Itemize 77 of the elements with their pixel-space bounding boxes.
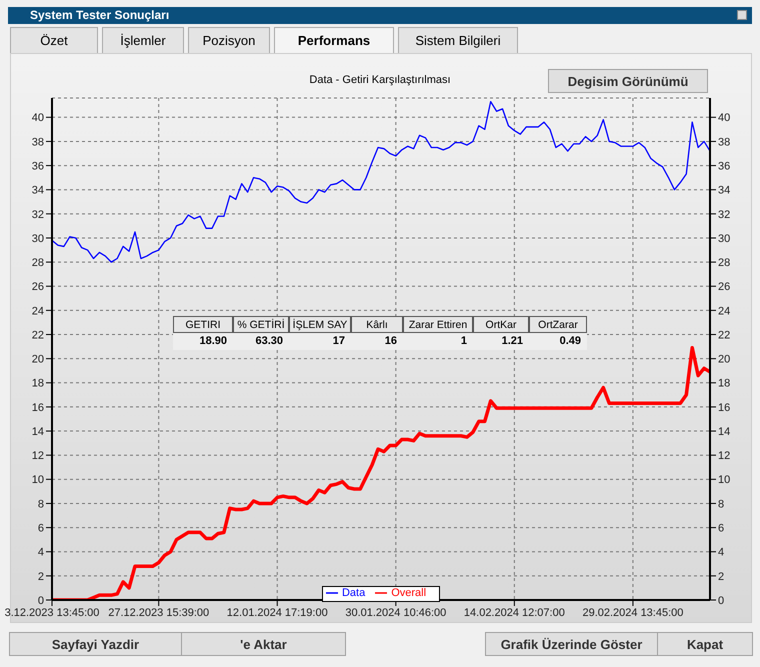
y-tick-label: 14 bbox=[32, 426, 44, 438]
y2-tick-label: 20 bbox=[718, 354, 730, 366]
annotation: 0.49 bbox=[558, 334, 582, 349]
y2-tick-label: 26 bbox=[718, 281, 730, 294]
text: Sistem Bilgileri bbox=[398, 27, 518, 53]
y-tick-label: 8 bbox=[38, 498, 44, 510]
annotation: OrtZarar bbox=[529, 316, 587, 333]
y-tick-label: 10 bbox=[32, 474, 44, 486]
x-tick-label: 14.02.2024 12:07:00 bbox=[464, 606, 565, 619]
y-tick-label: 6 bbox=[38, 522, 44, 534]
annotation: Zarar Ettiren bbox=[403, 316, 473, 333]
y2-tick-label: 4 bbox=[718, 546, 724, 559]
text: 'e Aktar bbox=[181, 632, 346, 656]
y2-tick-label: 16 bbox=[718, 402, 730, 414]
y-tick-label: 12 bbox=[32, 450, 44, 462]
y2-tick-label: 14 bbox=[718, 426, 730, 438]
annotation: GETIRI bbox=[173, 316, 233, 333]
annotation: % GETİRİ bbox=[233, 316, 289, 333]
text: Kapat bbox=[657, 632, 753, 656]
y-tick-label: 16 bbox=[32, 402, 44, 414]
y2-tick-label: 10 bbox=[718, 474, 730, 486]
text: İşlemler bbox=[102, 27, 184, 53]
y-tick-label: 0 bbox=[38, 594, 44, 607]
x-tick-label: 29.02.2024 13:45:00 bbox=[582, 606, 684, 619]
line-series bbox=[52, 100, 710, 263]
y2-tick-label: 0 bbox=[718, 594, 724, 607]
legend-label: Overall bbox=[391, 587, 426, 599]
text: Sayfayi Yazdir bbox=[9, 632, 182, 656]
y-tick-label: 18 bbox=[32, 378, 44, 390]
x-tick-label: 30.01.2024 10:46:00 bbox=[345, 606, 446, 619]
y2-tick-label: 22 bbox=[718, 329, 730, 342]
annotation: 63.30 bbox=[254, 334, 284, 349]
y-tick-label: 30 bbox=[32, 232, 44, 245]
annotation: 18.90 bbox=[198, 334, 228, 349]
y-tick-label: 40 bbox=[32, 112, 44, 124]
y-tick-label: 34 bbox=[32, 184, 44, 197]
y2-tick-label: 2 bbox=[718, 570, 724, 583]
annotation: 16 bbox=[384, 334, 398, 349]
y2-tick-label: 32 bbox=[718, 208, 730, 221]
annotation: 1 bbox=[460, 334, 468, 349]
chart-title: Data - Getiri Karşılaştırılması bbox=[309, 74, 451, 86]
text: System Tester Sonuçları bbox=[8, 7, 752, 24]
y-tick-label: 36 bbox=[32, 160, 44, 172]
x-tick-label: 12.01.2024 17:19:00 bbox=[226, 606, 328, 619]
y2-tick-label: 40 bbox=[718, 112, 730, 124]
y2-tick-label: 34 bbox=[718, 184, 730, 197]
y-tick-label: 20 bbox=[32, 354, 44, 366]
y2-tick-label: 30 bbox=[718, 232, 730, 245]
y-tick-label: 22 bbox=[32, 329, 44, 342]
text: Grafik Üzerinde Göster bbox=[485, 632, 658, 656]
y2-tick-label: 24 bbox=[718, 305, 730, 318]
y-tick-label: 2 bbox=[38, 570, 44, 583]
text: Özet bbox=[10, 27, 98, 53]
annotation: Kârlı bbox=[351, 316, 403, 333]
y-tick-label: 32 bbox=[32, 208, 44, 221]
text: Pozisyon bbox=[188, 27, 270, 53]
legend-label: Data bbox=[342, 587, 366, 599]
y-tick-label: 28 bbox=[32, 257, 44, 270]
y2-tick-label: 12 bbox=[718, 450, 730, 462]
x-tick-label: 27.12.2023 15:39:00 bbox=[108, 606, 210, 619]
y2-tick-label: 38 bbox=[718, 136, 730, 148]
y2-tick-label: 6 bbox=[718, 522, 724, 534]
x-tick-label: 3.12.2023 13:45:00 bbox=[4, 606, 100, 619]
y2-tick-label: 8 bbox=[718, 498, 724, 510]
y2-tick-label: 18 bbox=[718, 378, 730, 390]
y-tick-label: 26 bbox=[32, 281, 44, 294]
annotation: OrtKar bbox=[473, 316, 529, 333]
text: Degisim Görünümü bbox=[548, 69, 708, 93]
annotation: İŞLEM SAY bbox=[289, 316, 351, 333]
y-tick-label: 38 bbox=[32, 136, 44, 148]
y2-tick-label: 28 bbox=[718, 257, 730, 270]
y-tick-label: 24 bbox=[32, 305, 44, 318]
annotation: 1.21 bbox=[500, 334, 524, 349]
y-tick-label: 4 bbox=[38, 546, 44, 559]
y2-tick-label: 36 bbox=[718, 160, 730, 172]
text: Performans bbox=[274, 27, 394, 53]
annotation: 17 bbox=[332, 334, 346, 349]
